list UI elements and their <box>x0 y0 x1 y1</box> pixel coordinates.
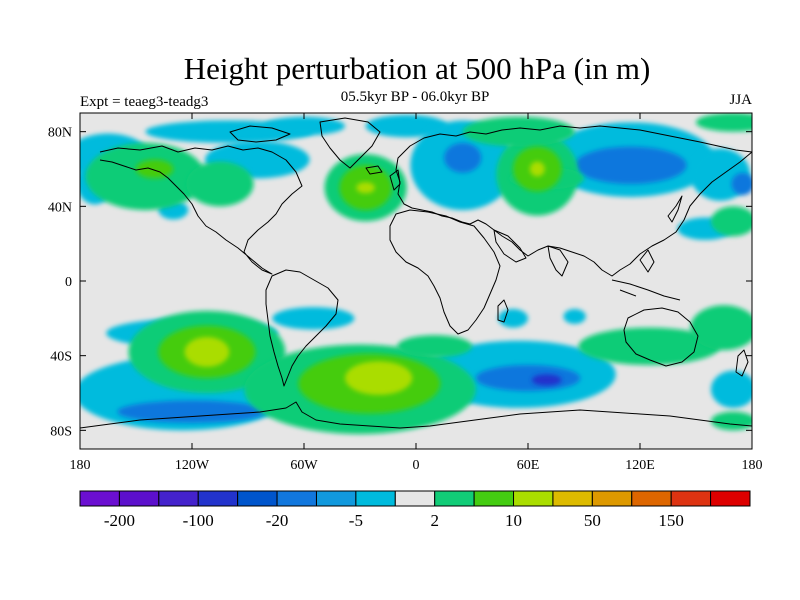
colorbar-box <box>355 490 396 507</box>
colorbar-box <box>473 490 515 507</box>
colorbar-box <box>315 490 357 507</box>
contour-region-2 <box>696 113 752 132</box>
experiment-label: Expt = teaeg3-teadg3 <box>80 94 209 110</box>
coastline-british-isles <box>389 169 401 191</box>
lat-tick-label: 0 <box>65 275 72 290</box>
colorbar-box <box>710 490 751 507</box>
contour-region-10 <box>136 159 174 179</box>
coastline-arctic-islands <box>229 125 291 143</box>
lat-tick-label: 80N <box>48 126 72 141</box>
colorbar-box <box>118 490 160 507</box>
contour-region-2 <box>186 161 254 207</box>
contour-region-2 <box>578 327 721 366</box>
season-label: JJA <box>729 92 752 108</box>
colorbar-label: 150 <box>658 511 684 530</box>
colorbar-box <box>591 490 633 507</box>
contour-region-neg20 <box>444 142 482 173</box>
contour-region-neg20 <box>475 365 581 392</box>
coastline-arabia <box>493 229 527 263</box>
colorbar-box <box>276 490 317 507</box>
colorbar-box <box>513 490 554 507</box>
coastline-australia <box>623 307 699 367</box>
contour-region-2 <box>397 335 472 358</box>
axis-ticks <box>79 113 753 449</box>
contour-region-2 <box>710 411 752 431</box>
coastline-south-america <box>265 269 339 387</box>
contour-region-50 <box>356 182 375 194</box>
contour-region-2 <box>710 206 752 237</box>
contour-region-neg5 <box>563 309 586 324</box>
colorbar-box <box>79 490 120 507</box>
coastline-iceland <box>365 165 383 175</box>
plot-subtitle: 05.5kyr BP - 06.0kyr BP <box>340 89 490 105</box>
contour-region-neg5 <box>710 370 752 408</box>
lat-tick-label: 40S <box>50 350 72 365</box>
colorbar-box <box>631 490 672 507</box>
contour-region-neg20 <box>574 146 687 184</box>
colorbar-label: -100 <box>183 511 214 530</box>
colorbar-label: 10 <box>505 511 522 530</box>
lon-tick-label: 180 <box>70 458 91 473</box>
contour-region-50 <box>529 161 545 177</box>
lon-tick-label: 180 <box>742 458 763 473</box>
contour-region-50 <box>184 337 230 367</box>
coastline-greenland <box>319 117 381 169</box>
contour-region-2 <box>690 305 752 351</box>
plot-title: Height perturbation at 500 hPa (in m) <box>183 51 651 86</box>
coastline-maritime-se-asia <box>611 249 681 301</box>
colorbar-box <box>552 490 593 507</box>
contour-region-neg100 <box>531 374 562 386</box>
lon-tick-label: 120W <box>175 458 210 473</box>
contour-region-50 <box>345 361 413 395</box>
colorbar-label: 2 <box>430 511 439 530</box>
colorbar-label: 50 <box>584 511 601 530</box>
coastline-antarctica <box>80 401 752 429</box>
coastline-india <box>547 245 569 277</box>
coastline-north-america <box>99 145 303 275</box>
coastline-madagascar <box>497 299 509 323</box>
coastline-new-zealand <box>735 349 749 377</box>
contour-region-neg5 <box>272 307 355 330</box>
contour-region-2 <box>462 116 575 147</box>
colorbar-label: -5 <box>349 511 363 530</box>
coastline-eurasia <box>395 125 752 277</box>
coastline-layer <box>80 117 752 429</box>
lon-tick-label: 60W <box>290 458 318 473</box>
contour-region-neg5 <box>498 309 528 328</box>
coastline-japan <box>667 195 683 223</box>
colorbar-box <box>158 490 199 507</box>
contour-region-neg5 <box>365 114 448 138</box>
lon-tick-label: 0 <box>413 458 420 473</box>
lon-tick-label: 120E <box>625 458 655 473</box>
axis-tick-labels: 80N 40N 0 40S 80S 180 120W 60W 0 60E 120E 180 <box>48 126 763 473</box>
colorbar-label: -20 <box>266 511 289 530</box>
contour-region-neg20 <box>731 172 752 196</box>
colorbar-box <box>237 490 278 507</box>
coastline-africa <box>389 209 501 335</box>
colorbar-box <box>394 490 436 507</box>
lat-tick-label: 40N <box>48 200 72 215</box>
colorbar-box <box>434 490 475 507</box>
colorbar-box <box>670 490 712 507</box>
colorbar: -200 -100 -20 -5 2 10 50 150 <box>79 490 751 530</box>
lon-tick-label: 60E <box>517 458 540 473</box>
contour-region-neg20 <box>117 400 267 423</box>
lat-tick-label: 80S <box>50 424 72 439</box>
colorbar-label: -200 <box>104 511 135 530</box>
colorbar-box <box>197 490 239 507</box>
